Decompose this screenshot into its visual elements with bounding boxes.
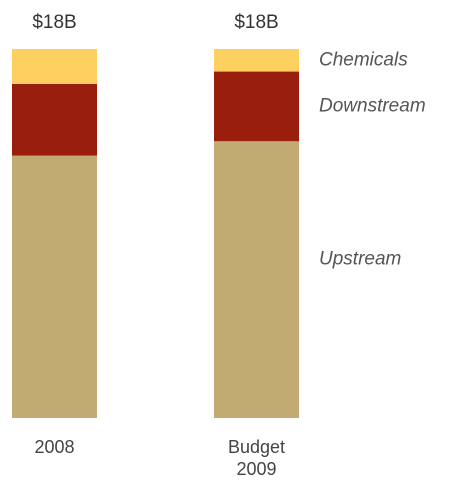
bar-segment <box>214 71 299 142</box>
legend-label: Downstream <box>319 95 426 116</box>
x-tick-label: 2008 <box>34 437 75 457</box>
x-tick-label: Budget 2009 <box>227 437 286 479</box>
bar-segment <box>214 49 299 72</box>
legend-label: Upstream <box>319 249 401 270</box>
legend-label: Chemicals <box>319 49 408 70</box>
bar-segment <box>12 83 97 156</box>
total-label: $18B <box>234 12 278 33</box>
bar-segment <box>12 49 97 84</box>
total-label: $18B <box>32 12 76 33</box>
bar-segment <box>214 141 299 418</box>
bar-segment <box>12 155 97 418</box>
